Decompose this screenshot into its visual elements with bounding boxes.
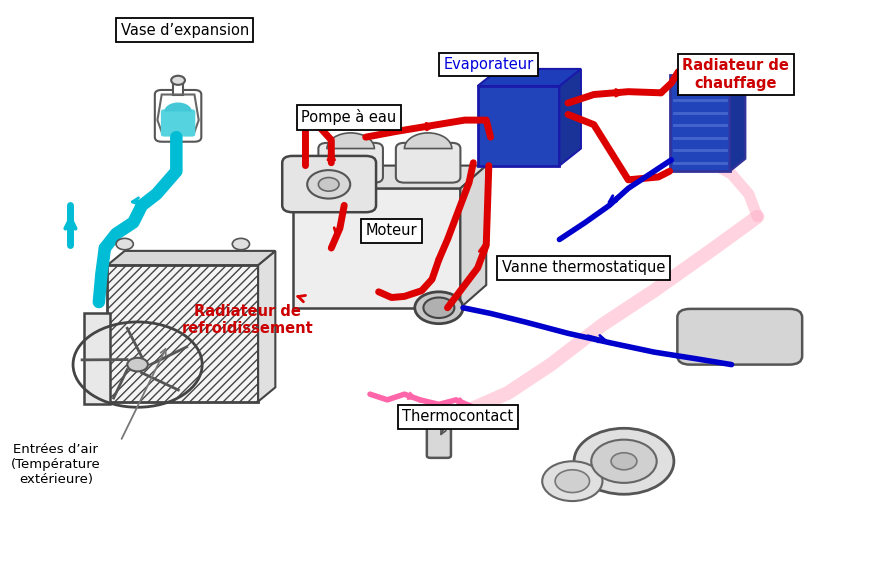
Text: Entrées d’air
(Température
extérieure): Entrées d’air (Température extérieure) <box>11 443 101 486</box>
Circle shape <box>116 238 133 250</box>
Circle shape <box>541 461 601 501</box>
FancyBboxPatch shape <box>318 143 382 182</box>
Polygon shape <box>729 62 745 171</box>
Polygon shape <box>258 251 275 402</box>
Text: Radiateur de
refroidissement: Radiateur de refroidissement <box>182 304 314 336</box>
Circle shape <box>307 170 350 198</box>
FancyBboxPatch shape <box>161 109 195 137</box>
FancyBboxPatch shape <box>395 143 460 182</box>
Circle shape <box>318 177 339 191</box>
Bar <box>292 188 460 308</box>
Circle shape <box>610 453 636 470</box>
Text: Radiateur de
chauffage: Radiateur de chauffage <box>681 58 788 91</box>
Polygon shape <box>559 69 580 166</box>
Wedge shape <box>164 103 192 112</box>
Wedge shape <box>327 133 374 149</box>
Text: Vase d’expansion: Vase d’expansion <box>121 23 249 38</box>
Polygon shape <box>460 166 486 308</box>
Bar <box>669 75 729 171</box>
Text: Thermocontact: Thermocontact <box>401 409 513 425</box>
FancyBboxPatch shape <box>427 419 450 458</box>
Circle shape <box>171 76 185 85</box>
Polygon shape <box>292 166 486 188</box>
Circle shape <box>574 428 673 494</box>
Circle shape <box>415 292 462 324</box>
Wedge shape <box>404 133 451 149</box>
FancyBboxPatch shape <box>677 309 801 365</box>
FancyBboxPatch shape <box>155 90 201 142</box>
Circle shape <box>591 439 656 483</box>
Text: Vanne thermostatique: Vanne thermostatique <box>501 260 665 275</box>
Bar <box>108 265 258 402</box>
Circle shape <box>232 238 249 250</box>
Circle shape <box>127 358 148 372</box>
Polygon shape <box>108 251 275 265</box>
Polygon shape <box>477 69 580 86</box>
Text: Moteur: Moteur <box>365 223 417 238</box>
Text: Pompe à eau: Pompe à eau <box>301 109 395 125</box>
Circle shape <box>423 298 454 318</box>
Circle shape <box>554 470 589 492</box>
Bar <box>477 86 559 166</box>
Bar <box>84 314 110 404</box>
Bar <box>173 82 183 95</box>
FancyBboxPatch shape <box>282 156 375 212</box>
Text: Evaporateur: Evaporateur <box>443 57 534 72</box>
